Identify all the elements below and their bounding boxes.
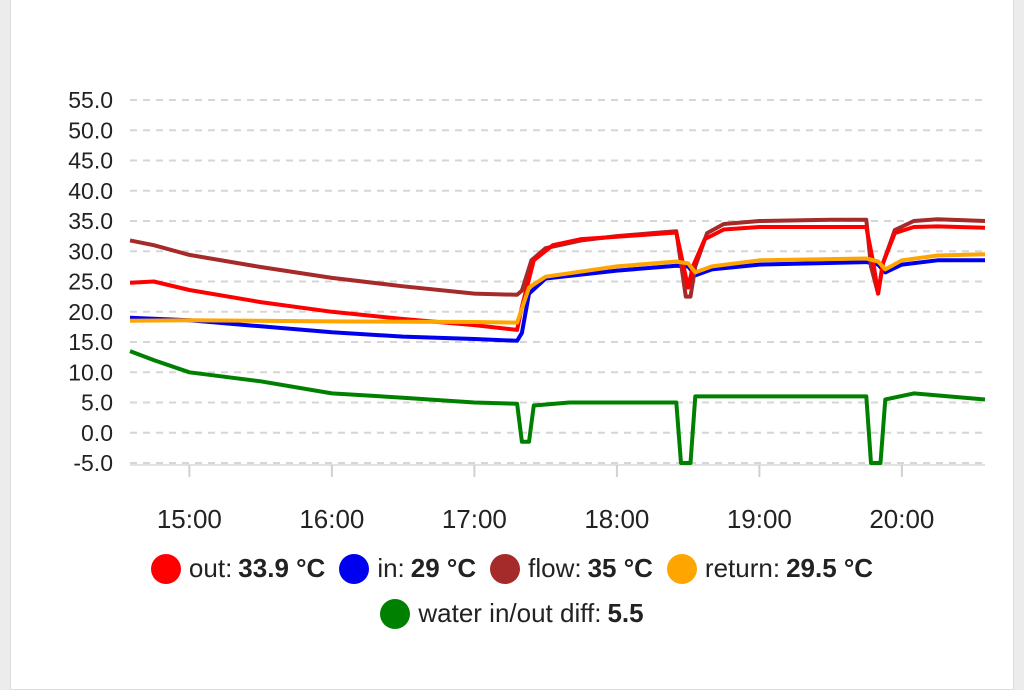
x-tick-label: 18:00 — [584, 504, 649, 534]
legend-value-out: 33.9 °C — [238, 553, 326, 583]
legend-item-out[interactable]: out: 33.9 °C — [150, 553, 326, 584]
legend-dot-return — [666, 553, 697, 584]
series-line-return[interactable] — [129, 252, 986, 325]
legend-item-return[interactable]: return: 29.5 °C — [666, 553, 874, 584]
legend-dot-water-diff — [380, 598, 411, 629]
legend-row-1: out: 33.9 °C in: 29 °C flow: 35 °C retur… — [0, 553, 1024, 584]
legend-value-flow: 35 °C — [587, 553, 653, 583]
y-tick-label: 25.0 — [68, 269, 113, 295]
y-tick-label: 0.0 — [81, 420, 113, 446]
x-tick-label: 19:00 — [727, 504, 792, 534]
legend-value-water-diff: 5.5 — [607, 598, 644, 628]
y-tick-label: 40.0 — [68, 178, 113, 204]
y-tick-label: 55.0 — [68, 87, 113, 113]
x-axis-ticks: 15:00 16:00 17:00 18:00 19:00 20:00 — [157, 465, 934, 534]
y-tick-label: 15.0 — [68, 329, 113, 355]
series-line-out[interactable] — [129, 224, 986, 332]
legend-dot-flow — [490, 553, 521, 584]
legend-value-return: 29.5 °C — [786, 553, 874, 583]
grid-lines — [130, 99, 985, 466]
y-axis-ticks: 55.0 50.0 45.0 40.0 35.0 30.0 25.0 20.0 15.0 10.0… — [68, 87, 113, 476]
y-tick-label: 45.0 — [68, 148, 113, 174]
series-line-water-in-out-diff[interactable] — [129, 349, 986, 465]
legend-value-in: 29 °C — [410, 553, 477, 583]
line-chart: 55.0 50.0 45.0 40.0 35.0 30.0 25.0 20.0 15.0 10.0… — [68, 87, 986, 534]
series-lines — [129, 217, 986, 465]
x-tick-label: 20:00 — [869, 504, 934, 534]
y-tick-label: 5.0 — [81, 390, 113, 416]
x-tick-label: 15:00 — [157, 504, 222, 534]
legend-item-in[interactable]: in: 29 °C — [339, 553, 476, 584]
x-tick-label: 16:00 — [299, 504, 364, 534]
legend-name-out: out: — [188, 553, 233, 583]
y-tick-label: 30.0 — [68, 238, 113, 264]
legend-name-in: in: — [377, 553, 405, 583]
legend-name-water-diff: water in/out diff: — [418, 598, 602, 628]
legend-dot-out — [150, 553, 181, 584]
legend-name-return: return: — [704, 553, 781, 583]
legend-item-flow[interactable]: flow: 35 °C — [490, 553, 653, 584]
y-tick-label: -5.0 — [73, 450, 113, 476]
x-tick-label: 17:00 — [442, 504, 507, 534]
legend-item-water-diff[interactable]: water in/out diff: 5.5 — [380, 598, 644, 629]
y-tick-label: 50.0 — [68, 117, 113, 143]
y-tick-label: 35.0 — [68, 208, 113, 234]
legend-dot-in — [339, 553, 370, 584]
y-tick-label: 10.0 — [68, 359, 113, 385]
legend-name-flow: flow: — [528, 553, 582, 583]
legend-row-2: water in/out diff: 5.5 — [0, 598, 1024, 629]
y-tick-label: 20.0 — [68, 299, 113, 325]
